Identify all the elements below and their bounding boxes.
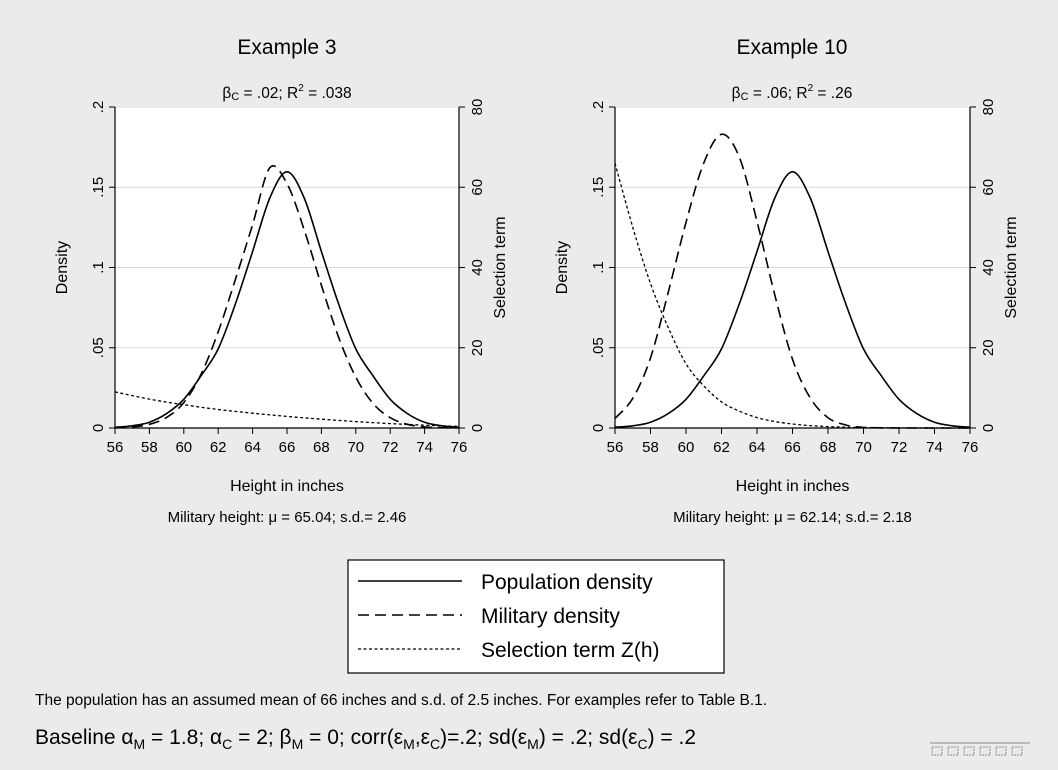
- x-tick-label: 64: [749, 439, 766, 456]
- note-text: = 0; corr(: [303, 726, 394, 749]
- note-text: =.2; sd(: [447, 726, 518, 749]
- x-tick-label: 60: [678, 439, 695, 456]
- sub-m: M: [403, 736, 415, 753]
- x-tick-label: 72: [891, 439, 908, 456]
- sub-m: M: [133, 736, 146, 753]
- y-tick-label: .15: [90, 177, 107, 198]
- y-tick-label: .1: [90, 261, 107, 274]
- series-solid-line: [114, 170, 460, 428]
- x-tick-label: 74: [416, 439, 433, 456]
- x-tick-label: 72: [382, 439, 399, 456]
- y-right-axis-label: Selection term: [492, 216, 509, 318]
- y-tick-label: .1: [590, 261, 607, 274]
- military-height-caption: Military height: μ = 62.14; s.d.= 2.18: [673, 509, 912, 526]
- sub-c: C: [637, 736, 648, 753]
- y-tick-label: .15: [590, 177, 607, 198]
- epsilon-symbol: ε: [393, 726, 404, 749]
- chart-subtitle: βC = .06; R2 = .26: [732, 83, 853, 103]
- x-tick-label: 74: [926, 439, 943, 456]
- panel-example-3: Example 3 βC = .02; R2 = .038 0 .05 .1 .15 .2 0…: [54, 36, 509, 526]
- y-right-tick-label: 80: [469, 99, 486, 116]
- alpha-symbol: α: [121, 726, 134, 749]
- x-tick-label: 60: [175, 439, 192, 456]
- y-tick-label: 0: [90, 424, 107, 432]
- note-text: = 2;: [232, 726, 280, 749]
- parameter-note: Baseline αM = 1.8; αC = 2; βM = 0; corr(…: [35, 726, 697, 753]
- epsilon-symbol: ε: [420, 726, 431, 749]
- note-text: ) = .2: [647, 726, 697, 749]
- x-tick-label: 58: [141, 439, 158, 456]
- y-axis-label: Density: [554, 241, 571, 294]
- sub-m: M: [291, 736, 304, 753]
- beta-symbol: β: [279, 726, 292, 749]
- x-tick-label: 56: [107, 439, 124, 456]
- military-height-caption: Military height: μ = 65.04; s.d.= 2.46: [168, 509, 407, 526]
- legend-label: Population density: [481, 571, 653, 594]
- y-axis-label: Density: [54, 241, 71, 294]
- sub-m: M: [527, 736, 539, 753]
- y-right-tick-label: 80: [980, 99, 997, 116]
- series-dotted-line: [614, 163, 970, 429]
- epsilon-symbol: ε: [628, 726, 638, 749]
- panel-example-10: Example 10 βC = .06; R2 = .26 0 .05 .1 .15 .2 0…: [554, 36, 1020, 526]
- x-tick-label: 56: [607, 439, 624, 456]
- y-right-tick-label: 40: [469, 259, 486, 276]
- footnote: The population has an assumed mean of 66…: [35, 692, 768, 709]
- note-text: Baseline: [35, 726, 122, 749]
- x-tick-label: 68: [313, 439, 330, 456]
- y-right-tick-label: 0: [980, 424, 997, 432]
- series-dotted-line: [114, 391, 460, 428]
- epsilon-symbol: ε: [517, 726, 528, 749]
- x-tick-label: 76: [962, 439, 979, 456]
- y-right-tick-label: 20: [469, 339, 486, 356]
- x-axis-label: Height in inches: [230, 478, 344, 495]
- y-right-tick-label: 0: [469, 424, 486, 432]
- y-tick-label: .2: [590, 101, 607, 114]
- series-solid-line: [614, 170, 971, 428]
- legend-label: Selection term Z(h): [481, 639, 660, 662]
- y-right-tick-label: 20: [980, 339, 997, 356]
- x-tick-label: 66: [279, 439, 296, 456]
- alpha-symbol: α: [210, 726, 223, 749]
- series-dashed-line: [114, 165, 460, 429]
- chart-subtitle: βC = .02; R2 = .038: [222, 83, 351, 103]
- legend-label: Military density: [481, 605, 620, 628]
- watermark-logo: [930, 742, 1030, 756]
- y-tick-label: .05: [590, 337, 607, 358]
- y-right-tick-label: 60: [469, 179, 486, 196]
- sub-c: C: [430, 736, 441, 753]
- legend: Population density Military density Select…: [347, 559, 725, 674]
- y-right-tick-label: 60: [980, 179, 997, 196]
- chart-title: Example 3: [237, 36, 336, 59]
- x-tick-label: 58: [642, 439, 659, 456]
- x-axis-label: Height in inches: [736, 478, 850, 495]
- x-tick-label: 62: [210, 439, 227, 456]
- chart-title: Example 10: [737, 36, 848, 59]
- y-tick-label: 0: [590, 424, 607, 432]
- legend-box: [347, 559, 725, 674]
- x-tick-label: 66: [784, 439, 801, 456]
- sub-c: C: [222, 736, 233, 753]
- y-tick-label: .05: [90, 337, 107, 358]
- x-tick-label: 62: [713, 439, 730, 456]
- y-right-tick-label: 40: [980, 259, 997, 276]
- x-tick-label: 70: [855, 439, 872, 456]
- x-tick-label: 64: [244, 439, 261, 456]
- x-tick-label: 76: [451, 439, 468, 456]
- y-tick-label: .2: [90, 101, 107, 114]
- y-right-axis-label: Selection term: [1003, 216, 1020, 318]
- x-tick-label: 68: [820, 439, 837, 456]
- x-tick-label: 70: [347, 439, 364, 456]
- note-text: = 1.8;: [145, 726, 210, 749]
- note-text: ) = .2; sd(: [538, 726, 629, 749]
